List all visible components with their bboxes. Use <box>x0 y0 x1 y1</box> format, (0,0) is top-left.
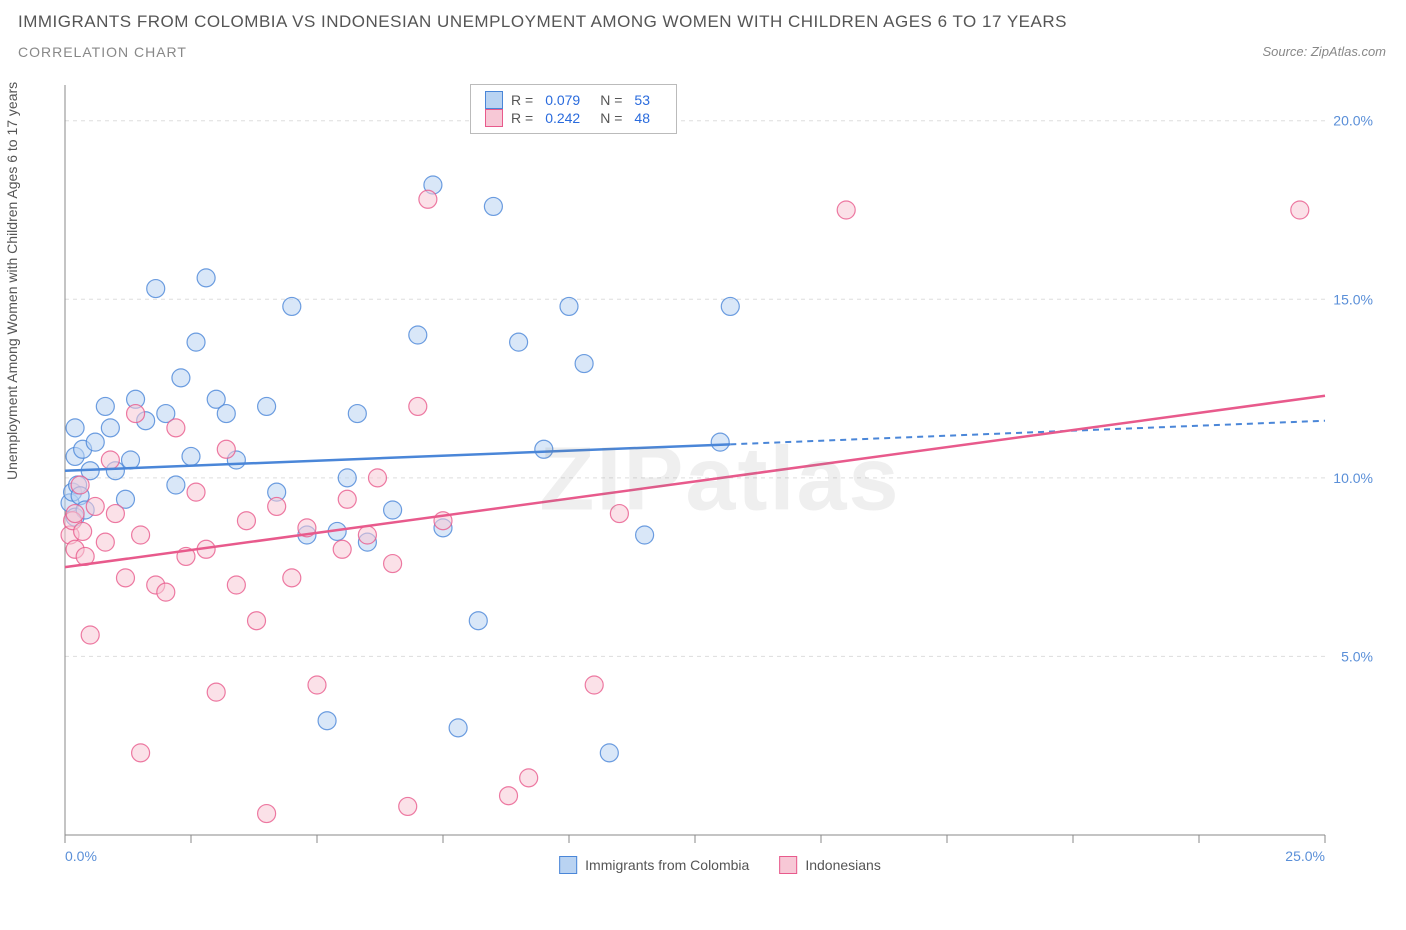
y-axis-label: Unemployment Among Women with Children A… <box>4 82 20 480</box>
svg-text:20.0%: 20.0% <box>1333 113 1373 129</box>
r-label: R = <box>511 110 533 126</box>
svg-text:15.0%: 15.0% <box>1333 291 1373 307</box>
legend-item-series-2: Indonesians <box>779 856 881 874</box>
swatch-series-2 <box>779 856 797 874</box>
svg-text:0.0%: 0.0% <box>65 848 97 864</box>
svg-text:25.0%: 25.0% <box>1285 848 1325 864</box>
svg-text:10.0%: 10.0% <box>1333 470 1373 486</box>
stats-row-series-2: R = 0.242 N = 48 <box>485 109 662 127</box>
n-label: N = <box>600 92 622 108</box>
r-value-series-1: 0.079 <box>545 92 580 108</box>
r-label: R = <box>511 92 533 108</box>
source-attribution: Source: ZipAtlas.com <box>1262 44 1386 59</box>
legend-label-series-1: Immigrants from Colombia <box>585 857 749 873</box>
stats-row-series-1: R = 0.079 N = 53 <box>485 91 662 109</box>
legend-label-series-2: Indonesians <box>805 857 881 873</box>
svg-text:5.0%: 5.0% <box>1341 648 1373 664</box>
swatch-series-1 <box>485 91 503 109</box>
n-value-series-2: 48 <box>634 110 650 126</box>
chart-container: IMMIGRANTS FROM COLOMBIA VS INDONESIAN U… <box>0 0 1406 930</box>
n-value-series-1: 53 <box>634 92 650 108</box>
plot-area: 0.0%25.0%5.0%10.0%15.0%20.0% ZIPatlas R … <box>60 80 1380 880</box>
r-value-series-2: 0.242 <box>545 110 580 126</box>
series-legend: Immigrants from Colombia Indonesians <box>559 856 881 874</box>
n-label: N = <box>600 110 622 126</box>
legend-item-series-1: Immigrants from Colombia <box>559 856 749 874</box>
stats-legend: R = 0.079 N = 53 R = 0.242 N = 48 <box>470 84 677 134</box>
swatch-series-2 <box>485 109 503 127</box>
chart-subtitle: CORRELATION CHART <box>18 44 187 60</box>
scatter-plot-svg: 0.0% 25.0% 5.0% 10.0% 15.0% 20.0% <box>60 80 1380 880</box>
swatch-series-1 <box>559 856 577 874</box>
chart-title: IMMIGRANTS FROM COLOMBIA VS INDONESIAN U… <box>18 12 1067 32</box>
